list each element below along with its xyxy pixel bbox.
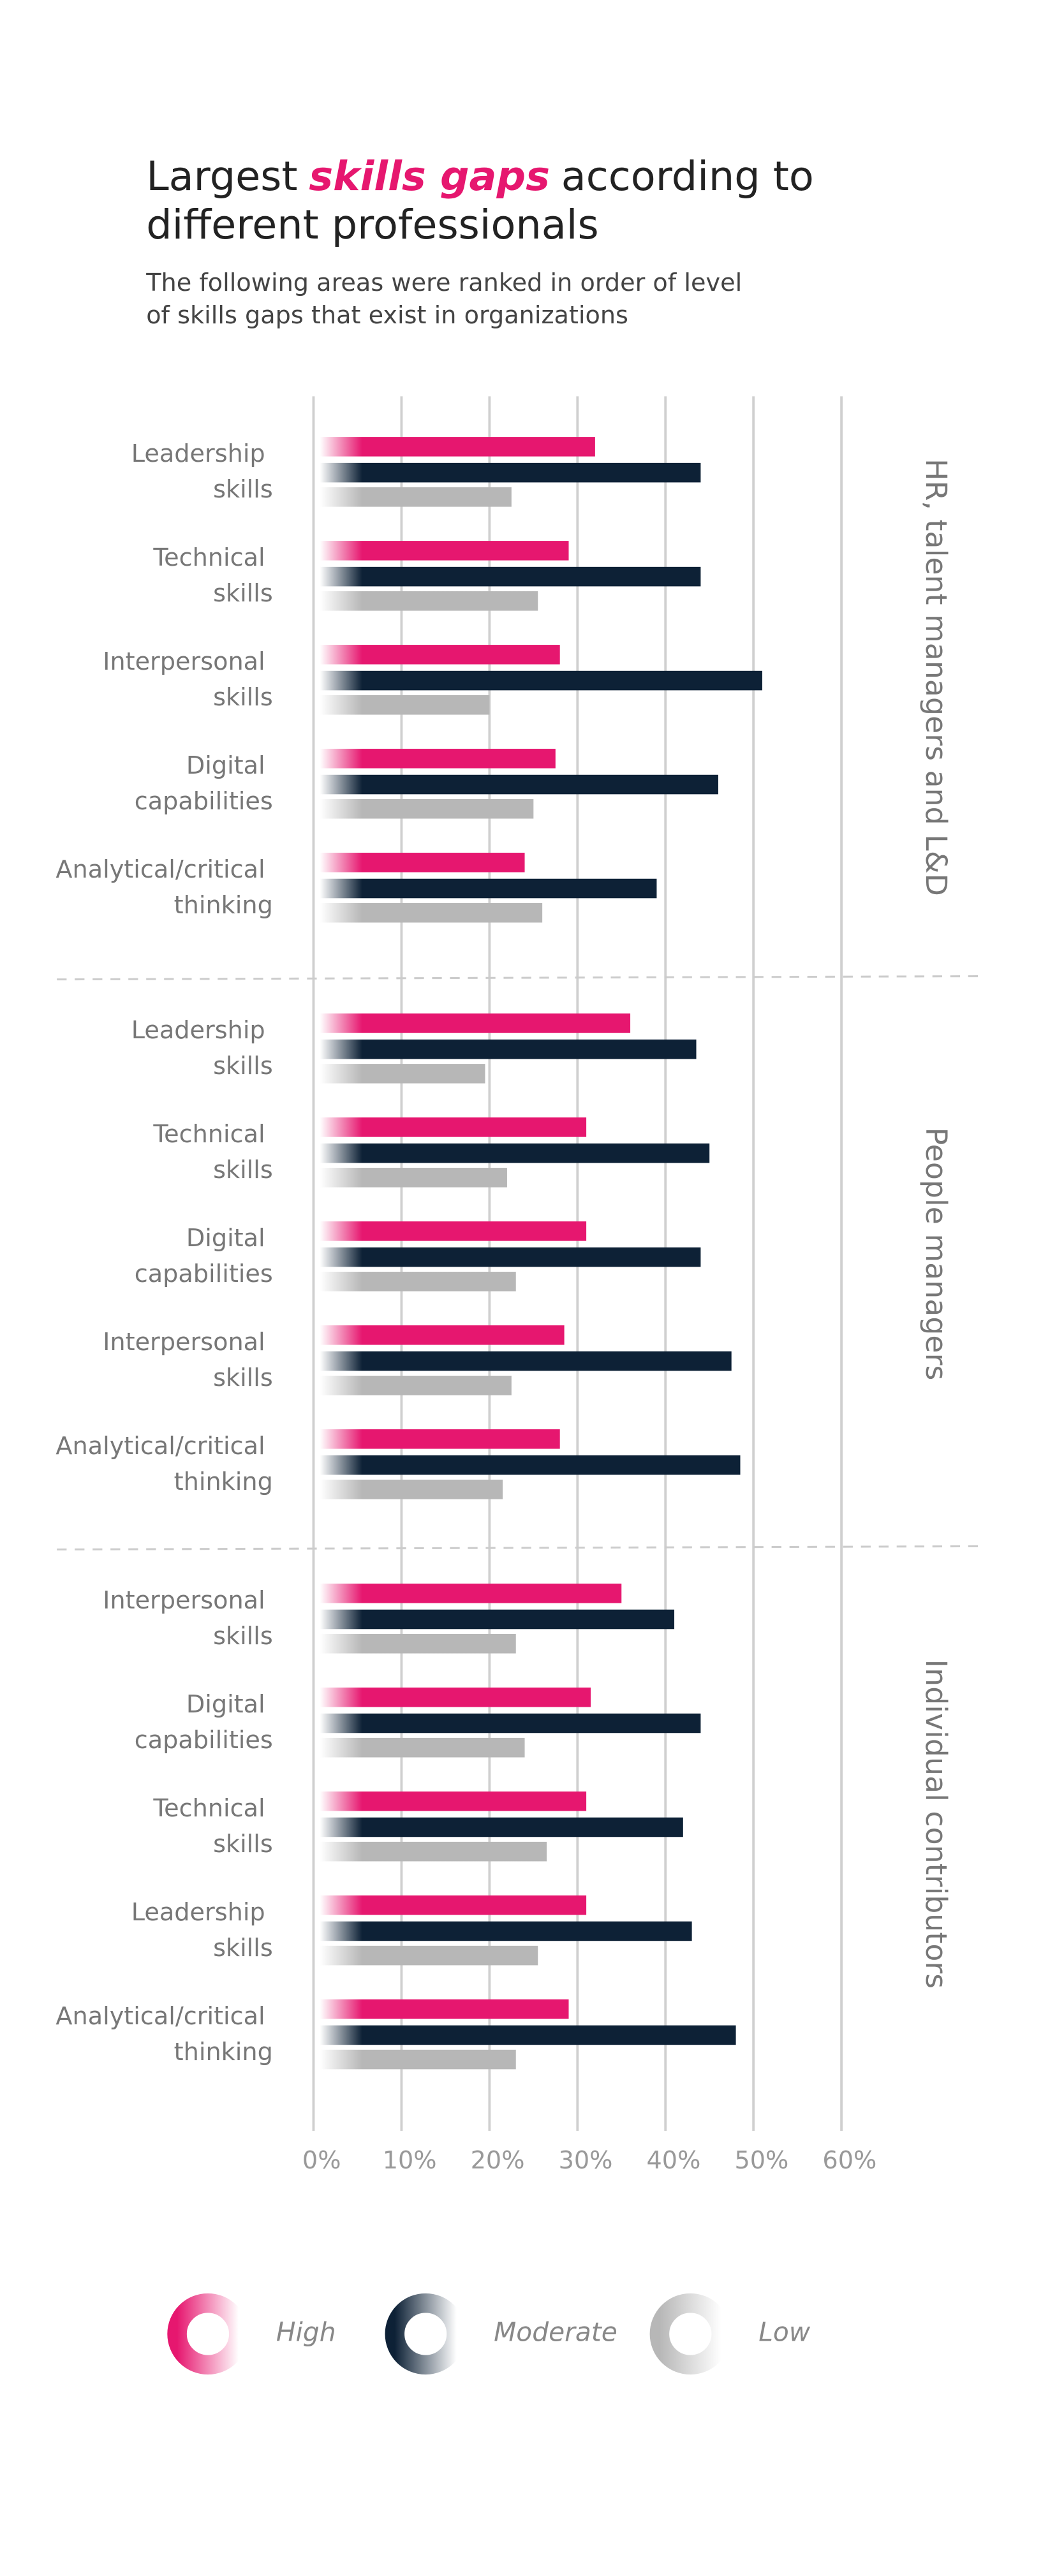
bar	[320, 1713, 701, 1733]
bar	[320, 695, 490, 715]
bar	[320, 1168, 507, 1188]
bar	[320, 2025, 736, 2045]
bar	[320, 1895, 587, 1915]
bar	[320, 1841, 547, 1862]
x-tick-label: 10%	[383, 2147, 437, 2175]
bar	[320, 645, 560, 665]
bar	[320, 1817, 683, 1837]
bar	[320, 487, 512, 507]
bar	[320, 2049, 516, 2070]
legend-ring	[385, 2293, 466, 2375]
bar	[320, 1945, 538, 1966]
bar	[320, 774, 719, 795]
bar	[320, 1247, 701, 1267]
bar	[320, 799, 534, 819]
category-label: Interpersonal skills	[103, 1328, 273, 1392]
bar	[320, 1039, 697, 1059]
panel-label: People managers	[919, 1128, 954, 1381]
bar	[320, 670, 762, 691]
chart-title-line: different professionals	[146, 202, 598, 249]
bar	[320, 1633, 516, 1654]
category-label: Technical skills	[152, 1794, 273, 1858]
x-tick-label: 50%	[734, 2147, 788, 2175]
category-label: Digital capabilities	[135, 1225, 273, 1288]
subtitle: The following areas were ranked in order…	[145, 269, 742, 297]
bar	[320, 1117, 587, 1137]
bar	[320, 1351, 732, 1371]
bar	[320, 1921, 692, 1941]
category-label: Digital capabilities	[135, 1690, 273, 1754]
bar	[320, 1429, 560, 1449]
bar	[320, 566, 701, 587]
bar	[320, 462, 701, 483]
bar	[320, 878, 657, 899]
bar	[320, 1272, 516, 1292]
chart-title: Largest skills gaps according to	[146, 153, 814, 200]
category-label: Analytical/critical thinking	[55, 856, 272, 920]
category-label: Interpersonal skills	[103, 648, 273, 712]
bar	[320, 1455, 741, 1475]
panel-label: HR, talent managers and L&D	[919, 459, 954, 896]
title-part: according to	[561, 153, 814, 200]
category-label: Leadership skills	[131, 1017, 273, 1080]
category-label: Interpersonal skills	[103, 1586, 273, 1650]
x-tick-label: 60%	[822, 2147, 876, 2175]
category-label: Analytical/critical thinking	[55, 2002, 272, 2066]
bar	[320, 749, 556, 769]
category-label: Technical skills	[152, 1121, 273, 1184]
x-tick-label: 20%	[471, 2147, 525, 2175]
panel-separator	[57, 975, 983, 981]
bar	[320, 1737, 525, 1758]
bar	[320, 1325, 565, 1345]
legend-label: Low	[758, 2316, 811, 2347]
bar	[320, 902, 543, 923]
subtitle: of skills gaps that exist in organizatio…	[146, 302, 628, 330]
legend-ring	[167, 2293, 249, 2375]
bar	[320, 541, 569, 561]
bar	[320, 437, 595, 457]
category-label: Technical skills	[152, 544, 273, 608]
bar	[320, 853, 525, 872]
bar	[320, 1221, 587, 1241]
bar	[320, 1013, 631, 1033]
category-label: Leadership skills	[131, 1898, 273, 1962]
bar	[320, 1376, 512, 1395]
panel-label: Individual contributors	[919, 1660, 954, 1989]
x-tick-label: 30%	[559, 2147, 613, 2175]
legend-ring	[649, 2293, 731, 2375]
bar	[320, 1479, 503, 1499]
title-part: Largest	[146, 153, 297, 200]
panel-separator	[57, 1545, 983, 1551]
category-label: Digital capabilities	[135, 752, 273, 816]
bar	[320, 1999, 569, 2019]
legend-label: High	[276, 2316, 336, 2347]
bar	[320, 1143, 710, 1163]
bar	[320, 591, 538, 611]
bar	[320, 1583, 622, 1603]
bar	[320, 1064, 485, 1084]
bar	[320, 1609, 675, 1630]
category-label: Analytical/critical thinking	[55, 1432, 272, 1496]
title-part: skills gaps	[309, 153, 550, 200]
legend-label: Moderate	[494, 2316, 617, 2347]
bar	[320, 1791, 587, 1811]
category-label: Leadership skills	[131, 440, 273, 504]
x-tick-label: 0%	[302, 2147, 341, 2175]
bar	[320, 1687, 591, 1707]
x-tick-label: 40%	[647, 2147, 701, 2175]
